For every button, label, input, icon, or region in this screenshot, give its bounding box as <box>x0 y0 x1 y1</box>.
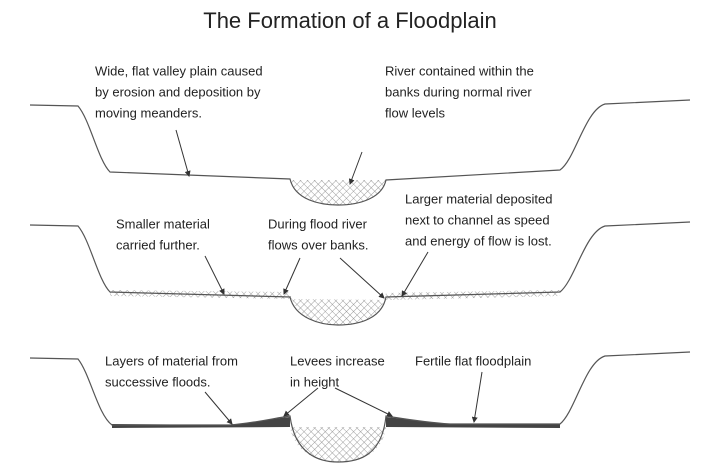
label-line: Levees increase <box>290 353 385 368</box>
arrow <box>350 152 362 184</box>
label-line: successive floods. <box>105 374 211 389</box>
arrow <box>284 258 300 294</box>
label-line: moving meanders. <box>95 105 202 120</box>
label-line: by erosion and deposition by <box>95 84 261 99</box>
sediment-layers <box>112 417 560 428</box>
label-line: flow levels <box>385 105 445 120</box>
arrow <box>205 256 224 294</box>
label-line: and energy of flow is lost. <box>405 233 552 248</box>
arrow <box>205 392 232 424</box>
label-line: flows over banks. <box>268 237 368 252</box>
arrow <box>402 252 428 296</box>
arrow <box>340 258 384 298</box>
arrow <box>176 130 189 176</box>
label-line: River contained within the <box>385 63 534 78</box>
flood-water <box>110 290 560 325</box>
label-line: Larger material deposited <box>405 191 552 206</box>
diagram: The Formation of a Floodplain Wide, flat… <box>0 0 701 469</box>
label-line: next to channel as speed <box>405 212 550 227</box>
label-line: Fertile flat floodplain <box>415 353 531 368</box>
river-water <box>290 180 386 205</box>
arrow <box>335 388 392 416</box>
label-line: During flood river <box>268 216 368 231</box>
label-line: carried further. <box>116 237 200 252</box>
label-line: in height <box>290 374 340 389</box>
label-line: Wide, flat valley plain caused <box>95 63 263 78</box>
label-line: banks during normal river <box>385 84 532 99</box>
arrow <box>284 388 318 416</box>
panel-3 <box>30 352 690 462</box>
title: The Formation of a Floodplain <box>203 8 497 33</box>
arrow <box>474 372 482 422</box>
river-water <box>290 427 386 462</box>
label-line: Smaller material <box>116 216 210 231</box>
label-line: Layers of material from <box>105 353 238 368</box>
